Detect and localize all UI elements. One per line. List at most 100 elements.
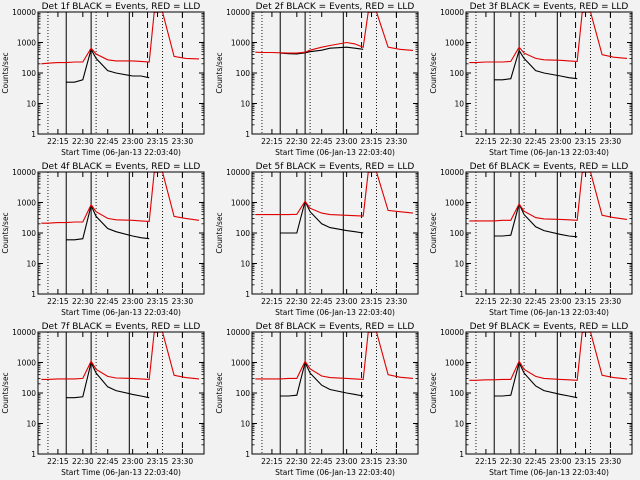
y-tick-label: 100 [236,389,251,398]
x-tick-label: 23:00 [336,297,358,306]
x-tick-label: 23:30 [172,137,194,146]
y-tick-label: 1 [245,290,250,299]
events-series-line [494,360,578,399]
events-series-line [494,49,578,81]
panel-title: Det 8f BLACK = Events, RED = LLD [256,322,415,332]
x-tick-label: 23:15 [575,297,597,306]
x-tick-label: 23:30 [600,297,622,306]
y-tick-label: 1 [31,130,36,139]
panel-title: Det 9f BLACK = Events, RED = LLD [470,322,629,332]
detector-panel: Det 9f BLACK = Events, RED = LLD Counts/s… [429,322,633,477]
panel-title: Det 7f BLACK = Events, RED = LLD [42,322,201,332]
x-axis-label: Start Time (06-Jan-13 22:03:40) [275,148,395,157]
x-axis-label: Start Time (06-Jan-13 22:03:40) [61,468,181,477]
x-tick-label: 22:30 [286,297,308,306]
y-tick-label: 1000 [445,39,464,48]
lld-series-line [469,171,628,222]
x-tick-label: 23:15 [147,297,169,306]
x-tick-label: 22:15 [47,457,69,466]
x-tick-label: 23:00 [122,297,144,306]
y-tick-label: 1 [459,130,464,139]
x-tick-label: 23:30 [172,457,194,466]
x-tick-label: 23:15 [147,137,169,146]
x-tick-label: 22:45 [97,137,119,146]
x-tick-label: 23:00 [336,137,358,146]
y-axis-label: Counts/sec [215,372,224,413]
y-tick-label: 10000 [226,168,250,177]
plot-frame [251,331,419,455]
x-tick-label: 22:45 [525,297,547,306]
events-series-line [66,203,150,241]
x-tick-label: 23:15 [147,457,169,466]
x-tick-label: 22:15 [47,137,69,146]
x-axis-label: Start Time (06-Jan-13 22:03:40) [489,468,609,477]
x-axis-label: Start Time (06-Jan-13 22:03:40) [489,148,609,157]
x-tick-label: 22:30 [72,297,94,306]
x-tick-label: 22:15 [475,137,497,146]
x-tick-label: 23:30 [386,297,408,306]
panel-title: Det 1f BLACK = Events, RED = LLD [42,2,201,12]
panel-title: Det 6f BLACK = Events, RED = LLD [470,162,629,172]
plot-frame [465,331,633,455]
x-tick-label: 23:00 [550,457,572,466]
plot-frame [251,171,419,295]
x-tick-label: 23:00 [122,457,144,466]
y-tick-label: 1000 [231,359,250,368]
y-axis-label: Counts/sec [1,212,10,253]
y-tick-label: 10000 [12,328,36,337]
events-series-line [280,199,364,234]
events-series-line [280,360,364,397]
x-tick-label: 23:15 [361,137,383,146]
x-tick-label: 22:30 [72,457,94,466]
x-tick-label: 22:45 [97,457,119,466]
y-tick-label: 10 [454,260,464,269]
y-tick-label: 1000 [17,39,36,48]
y-tick-label: 100 [236,229,251,238]
y-tick-label: 10000 [226,328,250,337]
plot-frame [251,11,419,135]
y-tick-label: 1000 [231,39,250,48]
y-tick-label: 10000 [12,8,36,17]
y-tick-label: 10000 [440,328,464,337]
y-tick-label: 10 [26,100,36,109]
detector-panel: Det 3f BLACK = Events, RED = LLD Counts/s… [429,2,633,157]
x-tick-label: 23:30 [386,457,408,466]
plot-frame [465,171,633,295]
events-series-line [494,202,578,238]
y-tick-label: 1000 [445,359,464,368]
panel-title: Det 2f BLACK = Events, RED = LLD [256,2,415,12]
x-tick-label: 22:45 [97,297,119,306]
detector-panel: Det 7f BLACK = Events, RED = LLD Counts/s… [1,322,205,477]
events-series-line [66,360,150,399]
x-tick-label: 23:00 [122,137,144,146]
y-tick-label: 10 [454,420,464,429]
x-tick-label: 22:15 [47,297,69,306]
y-axis-label: Counts/sec [1,52,10,93]
plot-frame [37,171,205,295]
y-tick-label: 10 [240,260,250,269]
y-tick-label: 100 [22,69,37,78]
y-tick-label: 1 [245,130,250,139]
plot-frame [465,11,633,135]
x-tick-label: 23:30 [600,457,622,466]
panel-title: Det 4f BLACK = Events, RED = LLD [42,162,201,172]
y-axis-label: Counts/sec [215,212,224,253]
x-tick-label: 22:30 [500,457,522,466]
x-tick-label: 22:45 [525,137,547,146]
x-tick-label: 22:30 [286,457,308,466]
x-axis-label: Start Time (06-Jan-13 22:03:40) [275,308,395,317]
y-tick-label: 100 [236,69,251,78]
x-tick-label: 22:45 [311,137,333,146]
y-tick-label: 1000 [17,359,36,368]
x-tick-label: 22:30 [72,137,94,146]
x-axis-label: Start Time (06-Jan-13 22:03:40) [275,468,395,477]
plot-frame [37,331,205,455]
lld-series-line [469,11,628,64]
y-tick-label: 100 [22,229,37,238]
y-tick-label: 1 [459,290,464,299]
y-tick-label: 1 [459,450,464,459]
lld-series-line [255,331,414,380]
y-tick-label: 10000 [440,168,464,177]
y-tick-label: 10 [454,100,464,109]
